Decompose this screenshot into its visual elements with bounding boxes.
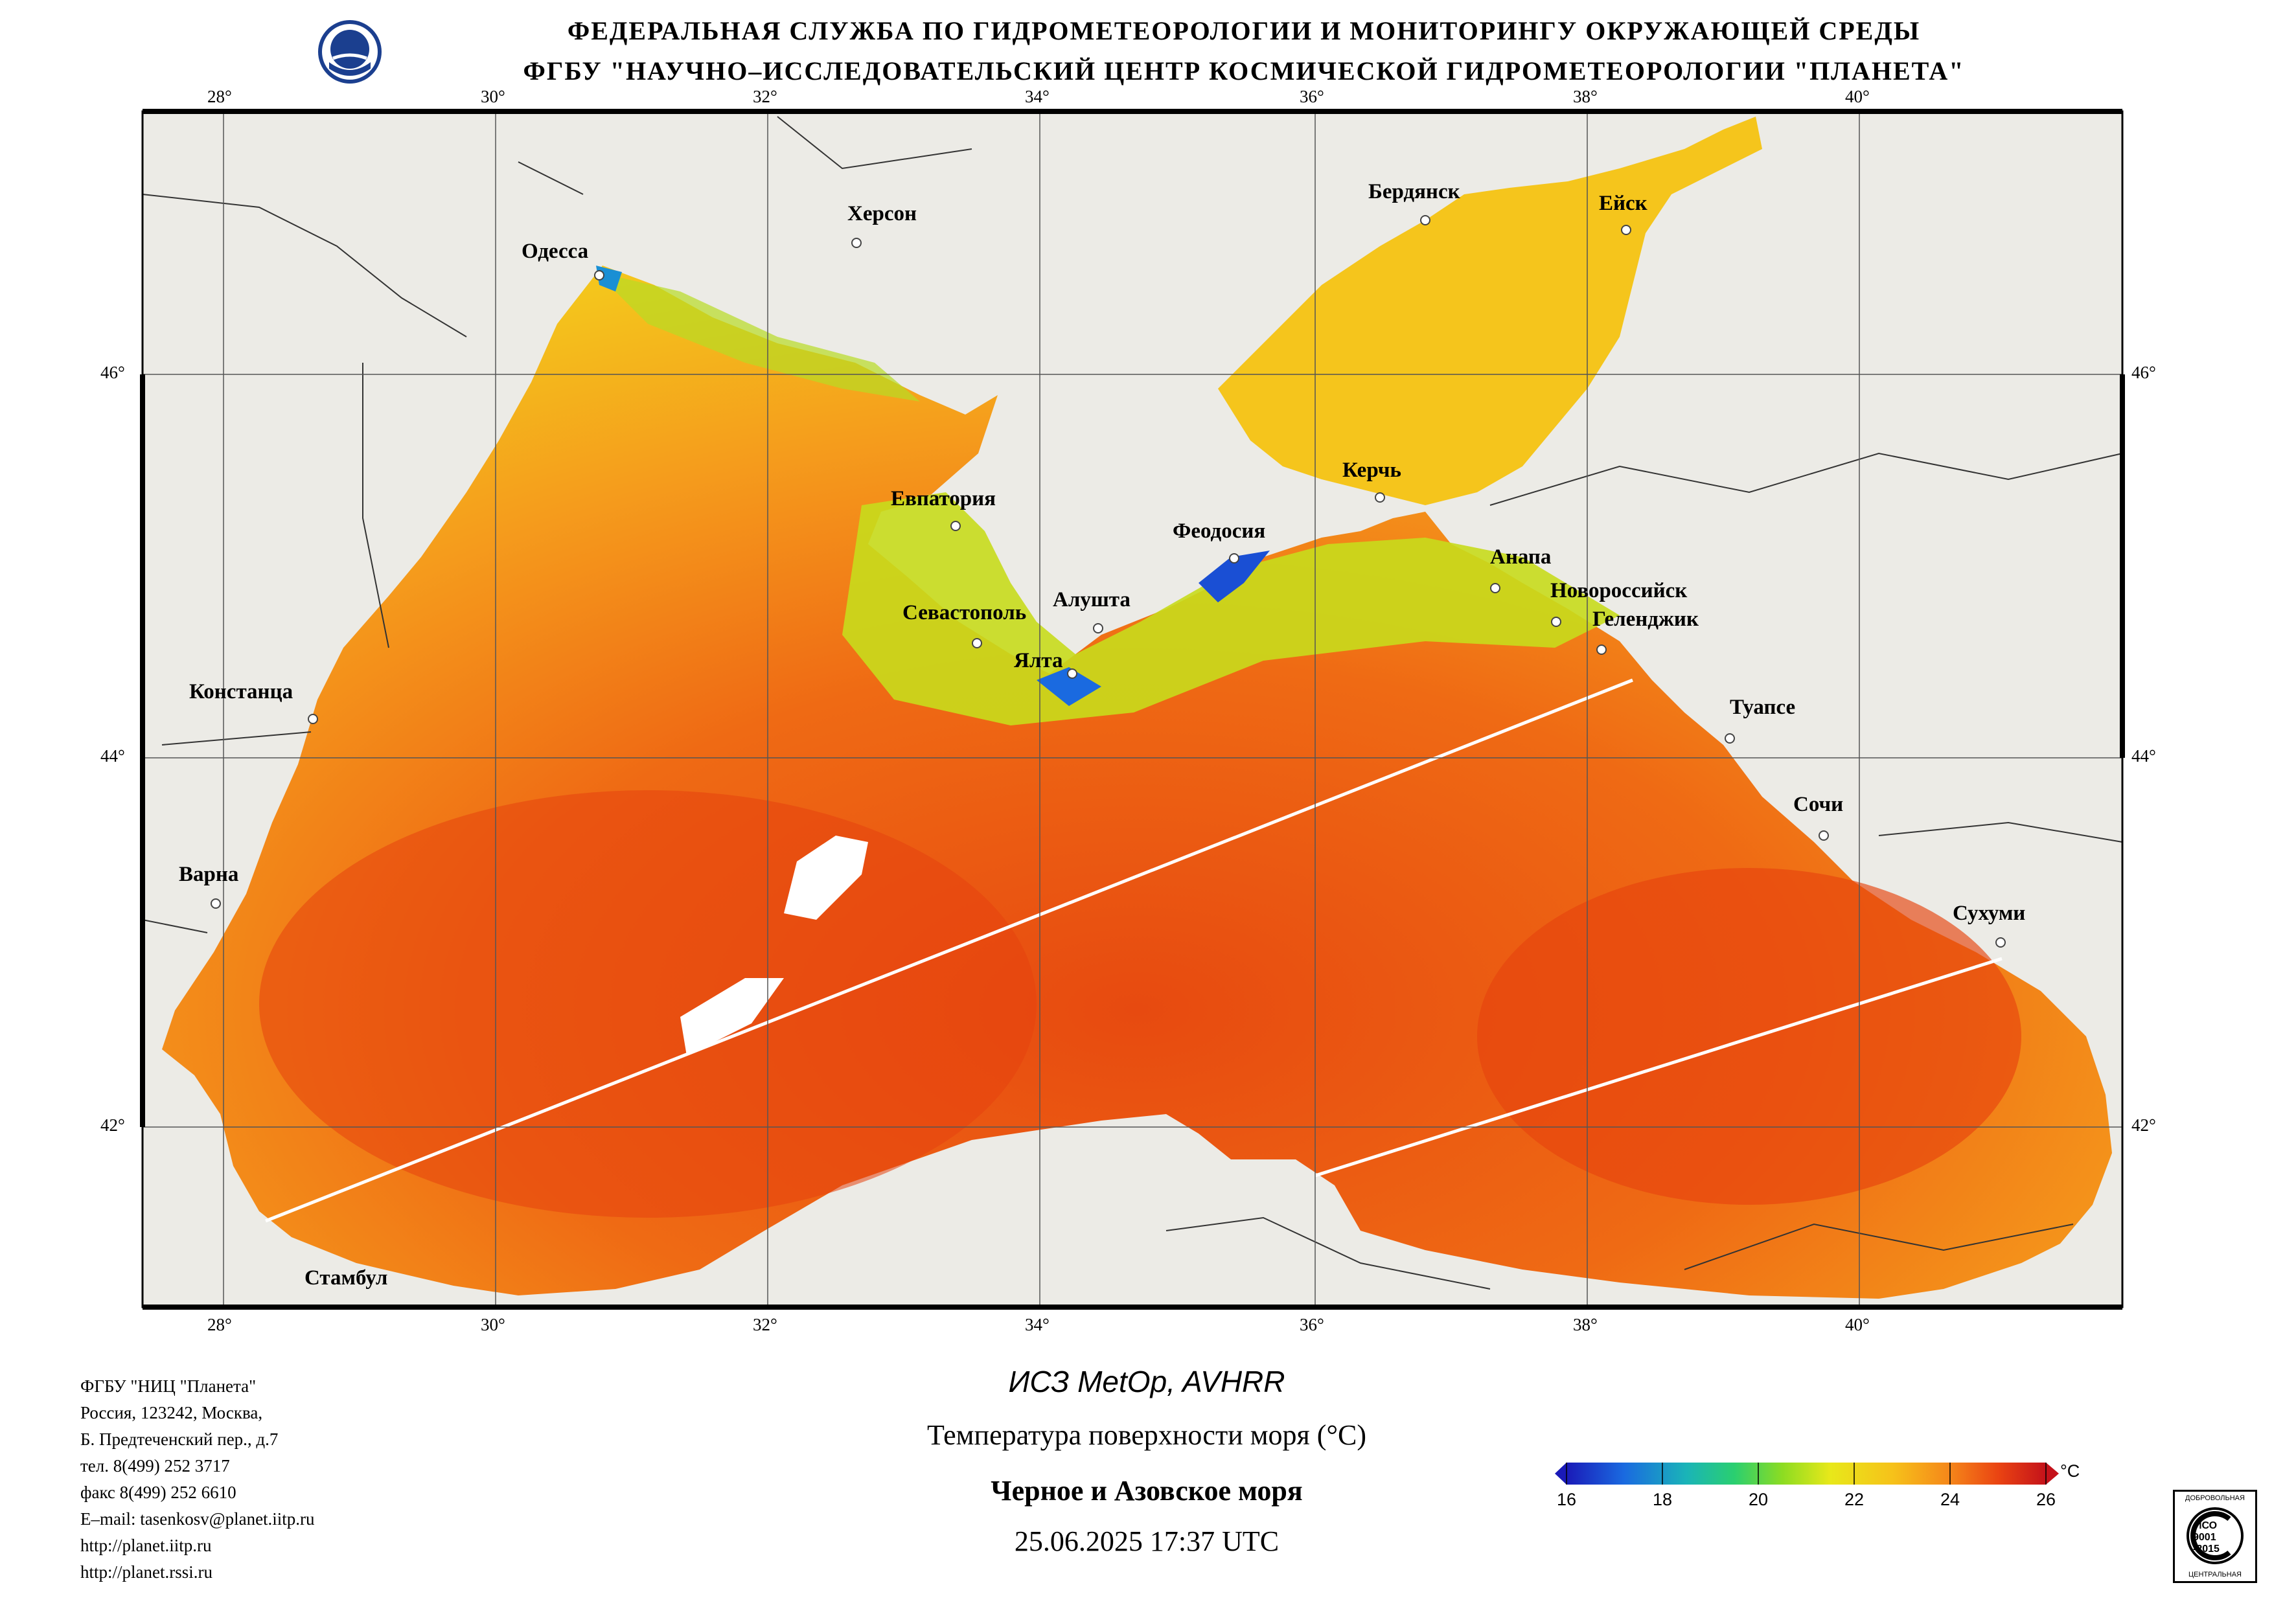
western-warm-core (259, 790, 1037, 1218)
city-label-tuapse: Туапсе (1730, 696, 1796, 719)
lon-label-bottom-30: 30° (481, 1315, 505, 1334)
agency-logo (317, 19, 382, 84)
lon-label-bottom-28: 28° (207, 1315, 232, 1334)
sea-of-azov (1218, 117, 1762, 505)
caption-parameter: Температура поверхности моря (°С) (926, 1419, 1367, 1451)
iso-badge-top-text: ДОБРОВОЛЬНАЯ (2185, 1494, 2245, 1502)
lon-label-bottom-34: 34° (1025, 1315, 1050, 1334)
header-title-line1: ФЕДЕРАЛЬНАЯ СЛУЖБА ПО ГИДРОМЕТЕОРОЛОГИИ … (567, 16, 1921, 45)
city-label-yeysk: Ейск (1599, 192, 1647, 215)
coordinate-grid (143, 111, 2122, 1307)
cloud-patch-2 (680, 978, 784, 1056)
lon-label-bottom-38: 38° (1573, 1315, 1598, 1334)
eastern-warm-eddy (1477, 868, 2021, 1205)
lat-label-right-46: 46° (2131, 363, 2156, 382)
contact-phone: тел. 8(499) 252 3717 (80, 1456, 230, 1476)
colorbar-tick-20: 20 (1748, 1490, 1769, 1509)
lon-label-top-34: 34° (1025, 87, 1050, 106)
contact-url-2[interactable]: http://planet.rssi.ru (80, 1562, 212, 1582)
colorbar-tick-26: 26 (2036, 1490, 2056, 1509)
city-markers (211, 215, 2006, 948)
land-borders (142, 116, 2123, 1290)
feodosia-cold-spot (1199, 551, 1270, 602)
contact-url-1[interactable]: http://planet.iitp.ru (80, 1536, 212, 1555)
city-label-sochi: Сочи (1793, 793, 1844, 816)
lat-label-left-46: 46° (100, 363, 125, 382)
city-label-istanbul: Стамбул (304, 1266, 388, 1290)
colorbar-tick-22: 22 (1844, 1490, 1865, 1509)
city-label-anapa: Анапа (1490, 545, 1552, 569)
lon-label-top-36: 36° (1300, 87, 1324, 106)
lat-label-left-42: 42° (100, 1115, 125, 1135)
contact-block: ФГБУ "НИЦ "Планета" Россия, 123242, Моск… (80, 1373, 315, 1586)
city-label-varna: Варна (179, 863, 239, 886)
header-title-line2: ФГБУ "НАУЧНО–ИССЛЕДОВАТЕЛЬСКИЙ ЦЕНТР КОС… (523, 56, 1965, 85)
yalta-cold-spot (1037, 667, 1101, 706)
iso-badge-emblem (2187, 1507, 2244, 1564)
caption-region: Черное и Азовское моря (991, 1475, 1303, 1507)
sst-colorbar (1555, 1463, 2059, 1485)
lon-label-bottom-40: 40° (1845, 1315, 1870, 1334)
city-label-yalta: Ялта (1014, 649, 1063, 672)
contact-address-1: Россия, 123242, Москва, (80, 1403, 263, 1422)
iso-badge-year: -2015 (2193, 1544, 2220, 1555)
lon-label-top-28: 28° (207, 87, 232, 106)
lon-label-top-32: 32° (753, 87, 777, 106)
iso-badge-number: 9001 (2193, 1532, 2216, 1543)
city-label-novorossiysk: Новороссийск (1550, 579, 1688, 602)
cloud-patch-1 (784, 836, 868, 920)
city-label-gelendzhik: Геленджик (1592, 608, 1699, 631)
lon-label-top-38: 38° (1573, 87, 1598, 106)
contact-fax: факс 8(499) 252 6610 (80, 1483, 236, 1502)
city-label-sevastopol: Севастополь (902, 601, 1027, 624)
city-label-alushta: Алушта (1053, 588, 1131, 611)
frame-ticks (140, 109, 2125, 1310)
lon-label-bottom-32: 32° (753, 1315, 777, 1334)
lon-label-top-30: 30° (481, 87, 505, 106)
city-label-odessa: Одесса (522, 240, 589, 263)
city-label-feodosia: Феодосия (1173, 519, 1266, 543)
crimea-coastal-cool-band (842, 492, 1620, 725)
city-label-yevpatoria: Евпатория (891, 487, 996, 510)
lat-label-right-44: 44° (2131, 746, 2156, 766)
caption-satellite: ИСЗ MetOp, AVHRR (1008, 1365, 1285, 1398)
colorbar-tick-16: 16 (1556, 1490, 1577, 1509)
swath-gap-west (265, 678, 1633, 1223)
city-label-kerch: Керчь (1342, 459, 1401, 482)
city-label-sukhumi: Сухуми (1953, 902, 2026, 925)
lat-label-left-44: 44° (100, 746, 125, 766)
lon-label-bottom-36: 36° (1300, 1315, 1324, 1334)
swath-gap-east (1314, 957, 2003, 1178)
lon-label-top-40: 40° (1845, 87, 1870, 106)
lat-label-right-42: 42° (2131, 1115, 2156, 1135)
colorbar-tick-24: 24 (1940, 1490, 1960, 1509)
city-label-berdyansk: Бердянск (1368, 180, 1460, 203)
contact-org: ФГБУ "НИЦ "Планета" (80, 1376, 257, 1396)
colorbar-unit: °С (2060, 1461, 2080, 1481)
caption-datetime: 25.06.2025 17:37 UTC (1014, 1525, 1280, 1557)
city-label-constanta: Констанца (189, 680, 293, 703)
odessa-coastal-cool-band (596, 272, 920, 402)
iso-certification-badge: ДОБРОВОЛЬНАЯ ИСО 9001 -2015 ЦЕНТРАЛЬНАЯ (2173, 1490, 2257, 1583)
city-label-kherson: Херсон (847, 202, 917, 225)
colorbar-tick-18: 18 (1652, 1490, 1673, 1509)
iso-badge-bottom-text: ЦЕНТРАЛЬНАЯ (2188, 1571, 2242, 1579)
iso-badge-iso: ИСО (2194, 1520, 2218, 1531)
contact-email[interactable]: E–mail: tasenkosv@planet.iitp.ru (80, 1509, 315, 1529)
contact-address-2: Б. Предтеченский пер., д.7 (80, 1430, 279, 1449)
